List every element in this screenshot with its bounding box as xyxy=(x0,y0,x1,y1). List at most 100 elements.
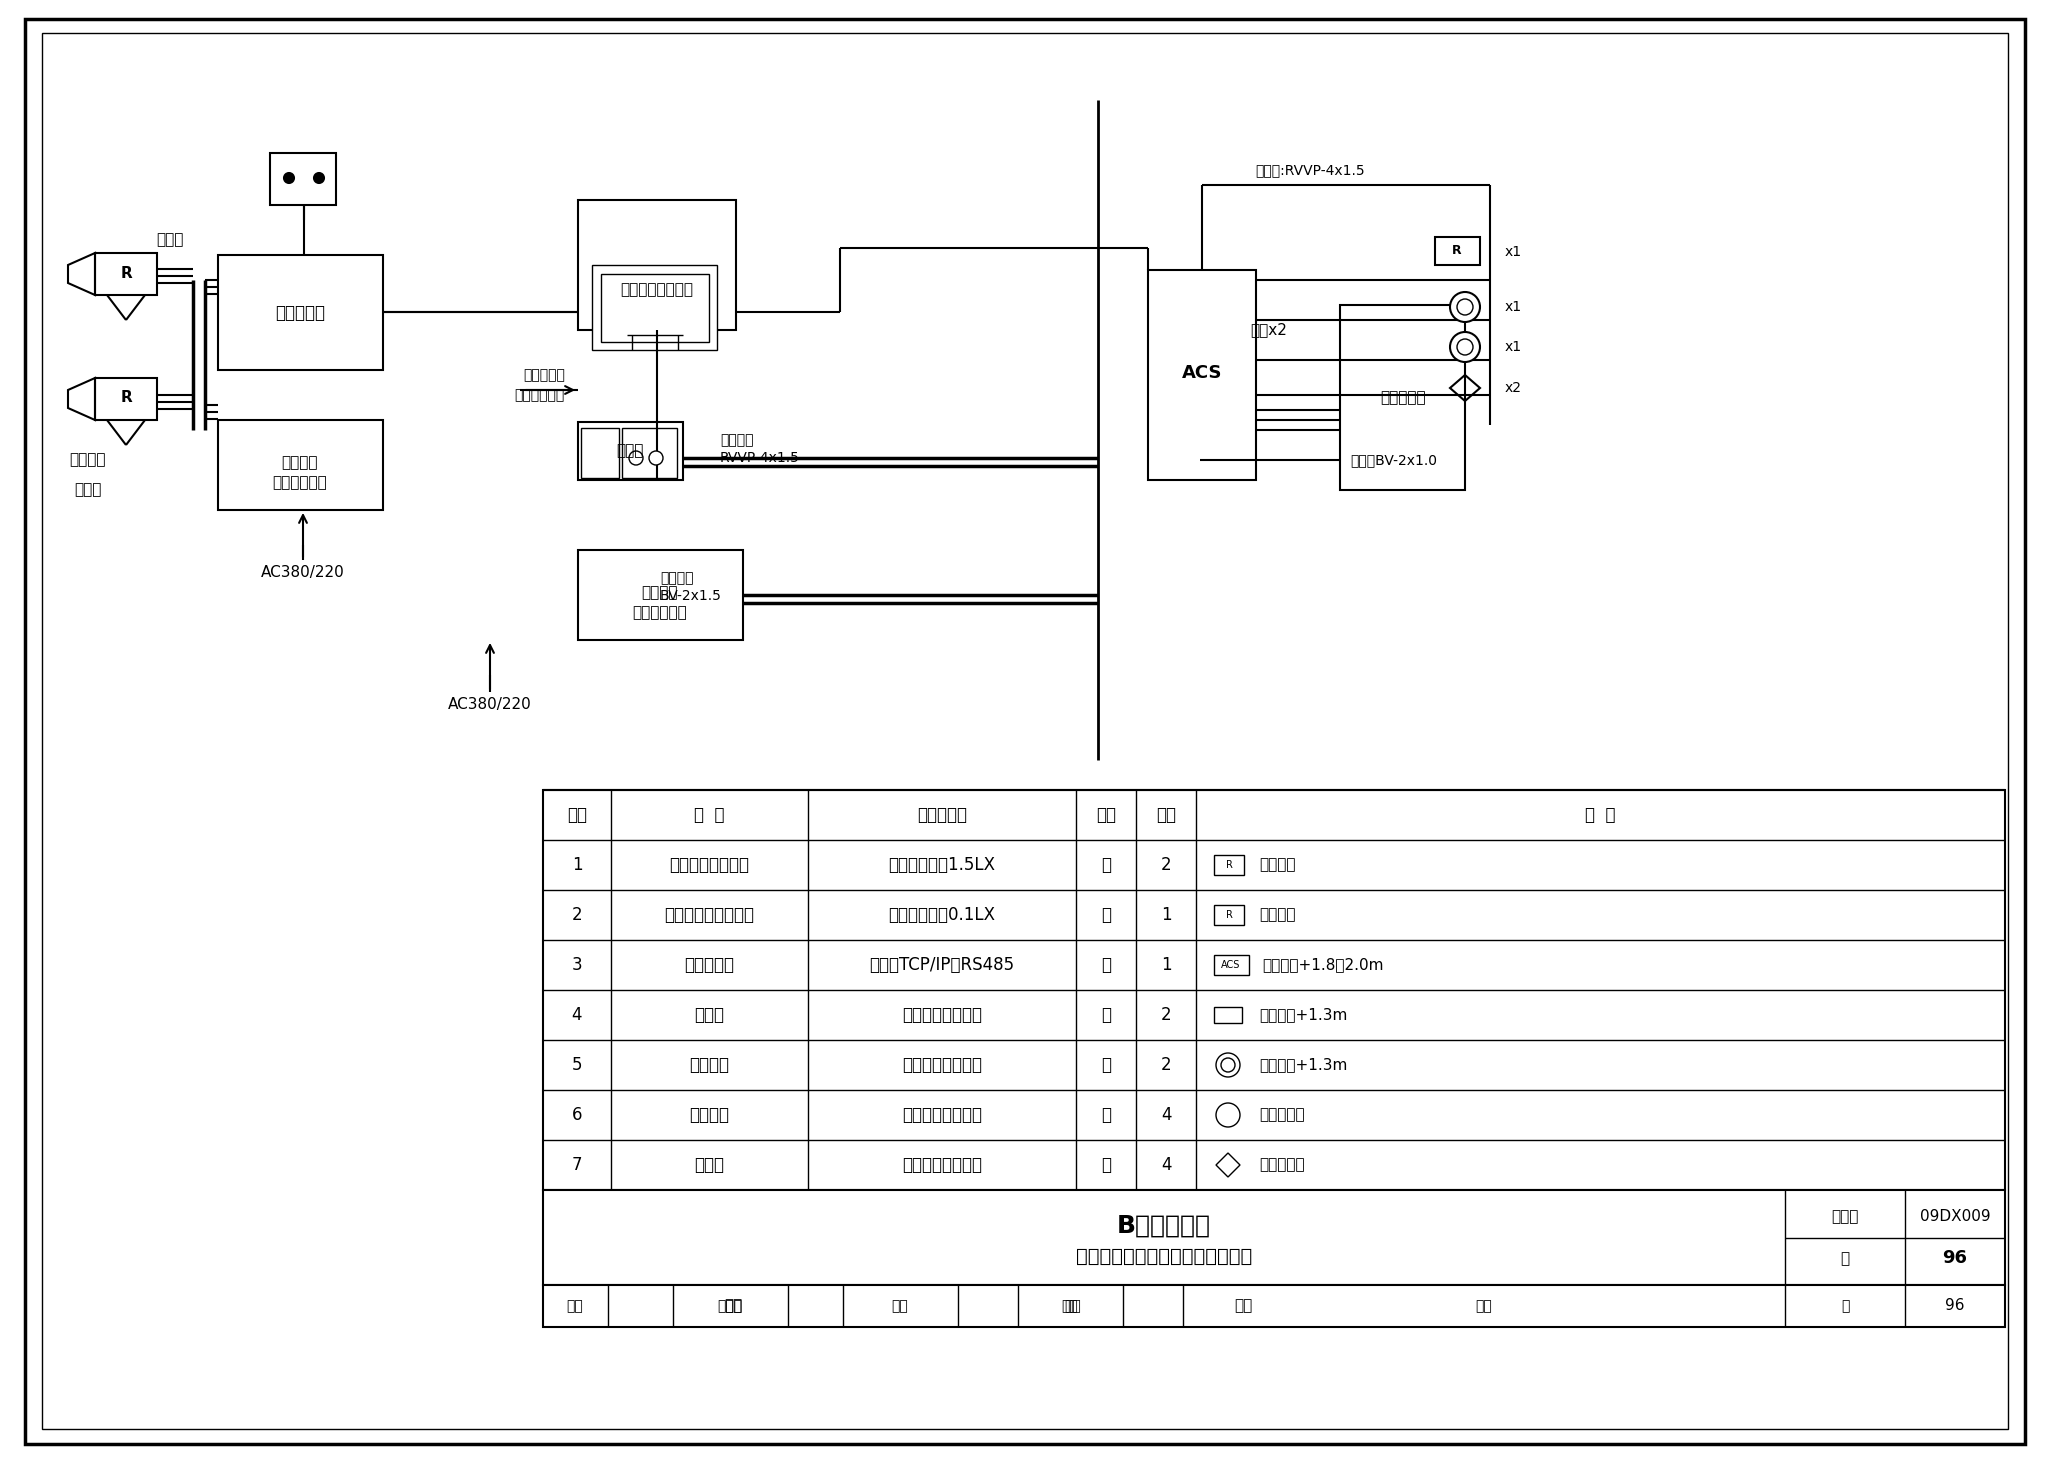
Text: 2: 2 xyxy=(1161,855,1171,874)
Text: 通道控制管理主机: 通道控制管理主机 xyxy=(621,282,694,297)
Text: 名  称: 名 称 xyxy=(694,806,725,825)
Circle shape xyxy=(1221,1058,1235,1072)
Text: 吊顶嵌装: 吊顶嵌装 xyxy=(1260,908,1296,923)
Text: 墙上安装+1.3m: 墙上安装+1.3m xyxy=(1260,1057,1348,1073)
Text: 1: 1 xyxy=(1161,956,1171,974)
Text: AC380/220: AC380/220 xyxy=(449,697,532,712)
Text: 图集号: 图集号 xyxy=(1831,1209,1860,1224)
Text: 型号及规格: 型号及规格 xyxy=(918,806,967,825)
Bar xyxy=(578,550,743,640)
Circle shape xyxy=(1217,1102,1239,1127)
Text: ACS: ACS xyxy=(1182,364,1223,382)
Text: 与门禁控制器配套: 与门禁控制器配套 xyxy=(901,1105,981,1124)
Text: 个: 个 xyxy=(1102,1156,1110,1174)
Text: 页: 页 xyxy=(1841,1300,1849,1313)
Circle shape xyxy=(1217,1053,1239,1077)
Text: 硬盘录像机: 硬盘录像机 xyxy=(274,304,326,322)
Text: R: R xyxy=(1225,909,1233,920)
Text: 单位: 单位 xyxy=(1096,806,1116,825)
Circle shape xyxy=(1450,292,1481,322)
Text: 台: 台 xyxy=(1102,855,1110,874)
Text: 安防系统: 安防系统 xyxy=(641,585,678,601)
Text: 2: 2 xyxy=(1161,1006,1171,1023)
Bar xyxy=(543,789,2005,1190)
Text: 3: 3 xyxy=(571,956,582,974)
Bar xyxy=(1339,306,1464,490)
Text: 7: 7 xyxy=(571,1156,582,1174)
Text: x1: x1 xyxy=(1505,341,1522,354)
Text: 台: 台 xyxy=(1102,956,1110,974)
Text: 备  注: 备 注 xyxy=(1585,806,1616,825)
Text: 96: 96 xyxy=(1942,1250,1968,1268)
Bar xyxy=(1214,1007,1241,1023)
Circle shape xyxy=(1450,332,1481,363)
Text: 半球型带云台摄像机: 半球型带云台摄像机 xyxy=(664,906,754,924)
Text: 个: 个 xyxy=(1102,1105,1110,1124)
Text: 墙上安装+1.8～2.0m: 墙上安装+1.8～2.0m xyxy=(1262,958,1384,972)
Text: 09DX009: 09DX009 xyxy=(1919,1209,1991,1224)
Text: 审核: 审核 xyxy=(567,1300,584,1313)
Text: 门幕放信号: 门幕放信号 xyxy=(522,368,565,382)
Text: 双门x2: 双门x2 xyxy=(1249,323,1286,338)
Text: x1: x1 xyxy=(1505,246,1522,259)
Text: 1: 1 xyxy=(571,855,582,874)
Text: 转换器: 转换器 xyxy=(616,443,643,459)
Bar xyxy=(623,428,678,478)
Bar xyxy=(543,1190,2005,1285)
Text: 页: 页 xyxy=(1841,1251,1849,1266)
Text: 与门禁控制器配套: 与门禁控制器配套 xyxy=(901,1156,981,1174)
Bar xyxy=(94,253,158,295)
Text: ACS: ACS xyxy=(1221,961,1241,969)
Text: 4: 4 xyxy=(1161,1105,1171,1124)
Bar xyxy=(543,1285,2005,1327)
Text: 门磁开关: 门磁开关 xyxy=(688,1105,729,1124)
Text: （视频监视及通道控制系统框图）: （视频监视及通道控制系统框图） xyxy=(1075,1247,1251,1266)
Text: 5: 5 xyxy=(571,1056,582,1075)
Bar xyxy=(217,254,383,370)
Text: AC380/220: AC380/220 xyxy=(262,566,344,580)
Text: 集中供电电源: 集中供电电源 xyxy=(272,475,328,490)
Text: 校对: 校对 xyxy=(891,1300,909,1313)
Text: 视频电缆: 视频电缆 xyxy=(70,453,106,468)
Text: 4: 4 xyxy=(571,1006,582,1023)
Text: x2: x2 xyxy=(1505,382,1522,395)
Bar xyxy=(270,154,336,205)
Text: 钟评: 钟评 xyxy=(723,1298,741,1313)
Text: R: R xyxy=(121,390,131,405)
Bar xyxy=(1214,905,1243,925)
Text: 4: 4 xyxy=(1161,1156,1171,1174)
Text: R: R xyxy=(121,266,131,281)
Text: 墙上安装+1.3m: 墙上安装+1.3m xyxy=(1260,1007,1348,1022)
Text: 数据线: 数据线 xyxy=(156,232,184,247)
Text: 6: 6 xyxy=(571,1105,582,1124)
Text: 门框上安装: 门框上安装 xyxy=(1260,1158,1305,1173)
Text: 信号线BV-2x1.0: 信号线BV-2x1.0 xyxy=(1350,453,1438,466)
Text: 孙兰: 孙兰 xyxy=(1061,1300,1079,1313)
Text: 电源总线: 电源总线 xyxy=(659,572,694,585)
Text: 序号: 序号 xyxy=(567,806,588,825)
Text: 电源线: 电源线 xyxy=(74,482,102,497)
Text: BV-2x1.5: BV-2x1.5 xyxy=(659,589,721,602)
Text: B级机房示例: B级机房示例 xyxy=(1116,1213,1210,1238)
Bar xyxy=(1436,237,1481,265)
Text: 钟景华: 钟景华 xyxy=(717,1300,743,1313)
Text: 戴缨: 戴缨 xyxy=(1233,1298,1251,1313)
Text: 2: 2 xyxy=(1161,1056,1171,1075)
Bar xyxy=(578,200,735,330)
Text: x1: x1 xyxy=(1505,300,1522,314)
Text: 双门控制器: 双门控制器 xyxy=(1380,390,1425,405)
Text: 双门，TCP/IP或RS485: 双门，TCP/IP或RS485 xyxy=(870,956,1014,974)
Text: 集中供电电源: 集中供电电源 xyxy=(633,605,688,620)
Text: R: R xyxy=(1452,244,1462,257)
Text: 数量: 数量 xyxy=(1155,806,1176,825)
Text: 个: 个 xyxy=(1102,1056,1110,1075)
Bar xyxy=(592,265,717,349)
Bar xyxy=(582,428,618,478)
Text: 数据总线: 数据总线 xyxy=(721,433,754,447)
Text: RVVP-4x1.5: RVVP-4x1.5 xyxy=(721,450,801,465)
Bar xyxy=(1214,955,1249,975)
Text: R: R xyxy=(1225,860,1233,870)
Bar xyxy=(578,423,682,480)
Text: 半球型固定摄像机: 半球型固定摄像机 xyxy=(670,855,750,874)
Text: 1: 1 xyxy=(1161,906,1171,924)
